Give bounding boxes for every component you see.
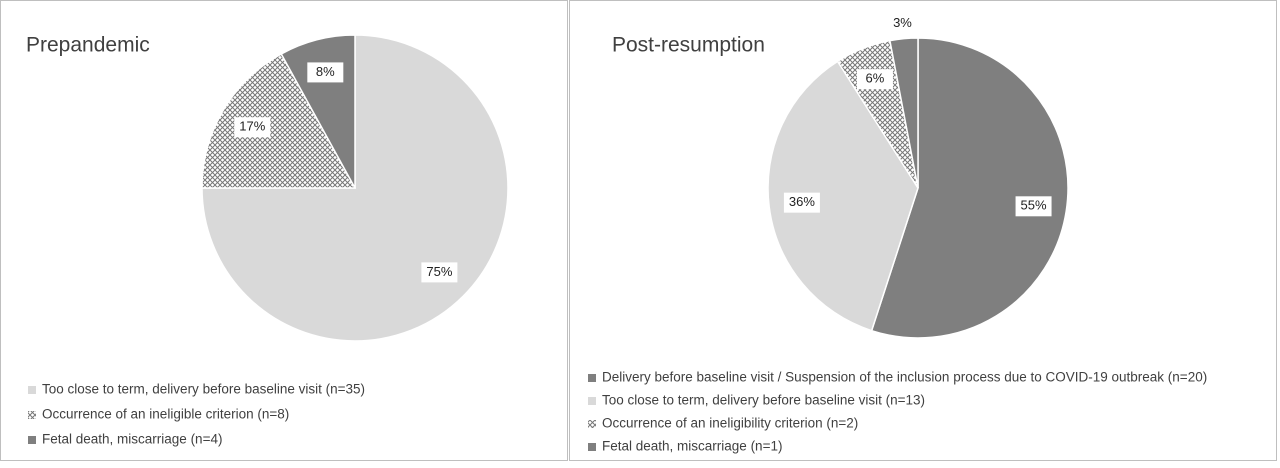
legend-marker <box>28 411 36 419</box>
pie-slice <box>870 37 1069 339</box>
legend-marker <box>588 443 596 451</box>
chart-title: Post-resumption <box>612 34 765 57</box>
label-box <box>307 62 344 83</box>
legend-marker <box>588 397 596 405</box>
legend-label: Too close to term, delivery before basel… <box>602 393 925 408</box>
data-label: 17% <box>239 119 265 134</box>
legend-label: Delivery before baseline visit / Suspens… <box>602 370 1207 385</box>
pie-slice <box>889 37 919 189</box>
panel-border <box>569 0 1277 461</box>
label-box <box>1015 196 1052 217</box>
data-label: 8% <box>316 64 335 79</box>
legend-marker <box>588 420 596 428</box>
data-label: 75% <box>426 264 452 279</box>
data-label: 6% <box>866 71 885 86</box>
data-label: 55% <box>1021 198 1047 213</box>
label-box <box>421 262 458 283</box>
label-box <box>856 69 893 90</box>
legend-label: Occurrence of an ineligible criterion (n… <box>42 407 289 422</box>
legend-label: Too close to term, delivery before basel… <box>42 382 365 397</box>
panel-border <box>0 0 568 461</box>
pie-slice <box>201 52 357 189</box>
label-box <box>783 192 820 213</box>
legend-marker <box>28 386 36 394</box>
legend-marker <box>28 436 36 444</box>
data-label: 3% <box>893 15 912 30</box>
chart-title: Prepandemic <box>26 34 150 57</box>
legend-label: Occurrence of an ineligibility criterion… <box>602 416 858 431</box>
data-label: 36% <box>789 194 815 209</box>
pie-slice <box>767 60 919 332</box>
label-box <box>234 117 271 138</box>
legend-marker <box>588 374 596 382</box>
legend-label: Fetal death, miscarriage (n=1) <box>602 439 782 454</box>
legend-label: Fetal death, miscarriage (n=4) <box>42 432 222 447</box>
